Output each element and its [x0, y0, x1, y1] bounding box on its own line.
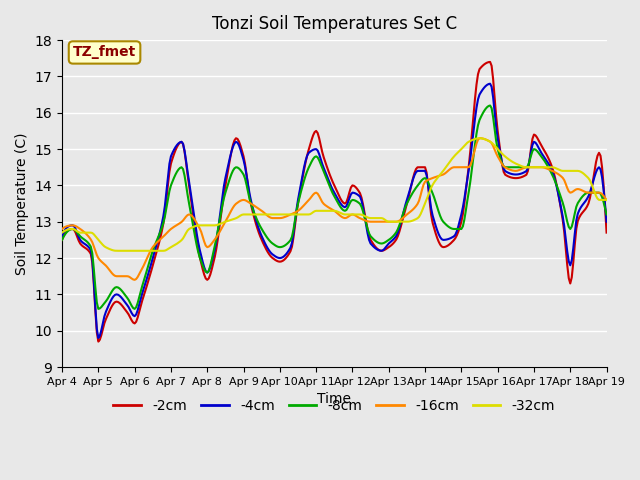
-16cm [370, 219, 378, 225]
-32cm [388, 219, 396, 225]
-32cm [74, 228, 81, 234]
-2cm [603, 230, 611, 236]
-32cm [539, 164, 547, 170]
-8cm [58, 237, 66, 243]
-4cm [161, 203, 169, 209]
-4cm [486, 81, 494, 86]
-4cm [603, 219, 611, 225]
-8cm [74, 229, 81, 235]
-4cm [388, 238, 396, 244]
-32cm [113, 248, 120, 253]
-16cm [161, 232, 169, 238]
-2cm [400, 212, 408, 217]
-2cm [539, 145, 547, 151]
-2cm [74, 234, 81, 240]
Legend: -2cm, -4cm, -8cm, -16cm, -32cm: -2cm, -4cm, -8cm, -16cm, -32cm [108, 394, 561, 419]
-2cm [161, 211, 169, 216]
-16cm [539, 165, 547, 170]
-32cm [161, 248, 169, 253]
-16cm [603, 197, 611, 203]
-8cm [603, 212, 611, 217]
Line: -2cm: -2cm [62, 62, 607, 342]
-2cm [388, 242, 396, 248]
-2cm [58, 237, 66, 243]
Y-axis label: Soil Temperature (C): Soil Temperature (C) [15, 132, 29, 275]
Text: TZ_fmet: TZ_fmet [73, 46, 136, 60]
-16cm [74, 224, 81, 230]
-4cm [58, 233, 66, 239]
-8cm [95, 306, 102, 312]
-8cm [400, 208, 408, 214]
-16cm [58, 226, 66, 232]
-8cm [388, 235, 396, 240]
-16cm [131, 277, 138, 283]
-2cm [486, 59, 494, 65]
-16cm [400, 214, 408, 220]
-8cm [370, 237, 378, 242]
Line: -8cm: -8cm [62, 106, 607, 309]
-2cm [370, 241, 378, 247]
-16cm [476, 135, 483, 141]
-32cm [370, 215, 378, 221]
-4cm [74, 230, 81, 236]
-32cm [400, 219, 408, 225]
-2cm [95, 339, 102, 345]
Line: -16cm: -16cm [62, 138, 607, 280]
-32cm [603, 197, 611, 203]
Title: Tonzi Soil Temperatures Set C: Tonzi Soil Temperatures Set C [212, 15, 457, 33]
-4cm [370, 244, 378, 250]
-4cm [95, 335, 102, 341]
-32cm [58, 230, 66, 236]
-4cm [400, 208, 408, 214]
Line: -4cm: -4cm [62, 84, 607, 338]
-4cm [539, 153, 547, 158]
-16cm [388, 219, 396, 225]
-8cm [539, 156, 547, 162]
X-axis label: Time: Time [317, 392, 351, 406]
-8cm [161, 214, 169, 219]
Line: -32cm: -32cm [62, 138, 607, 251]
-8cm [486, 103, 494, 108]
-32cm [476, 135, 483, 141]
